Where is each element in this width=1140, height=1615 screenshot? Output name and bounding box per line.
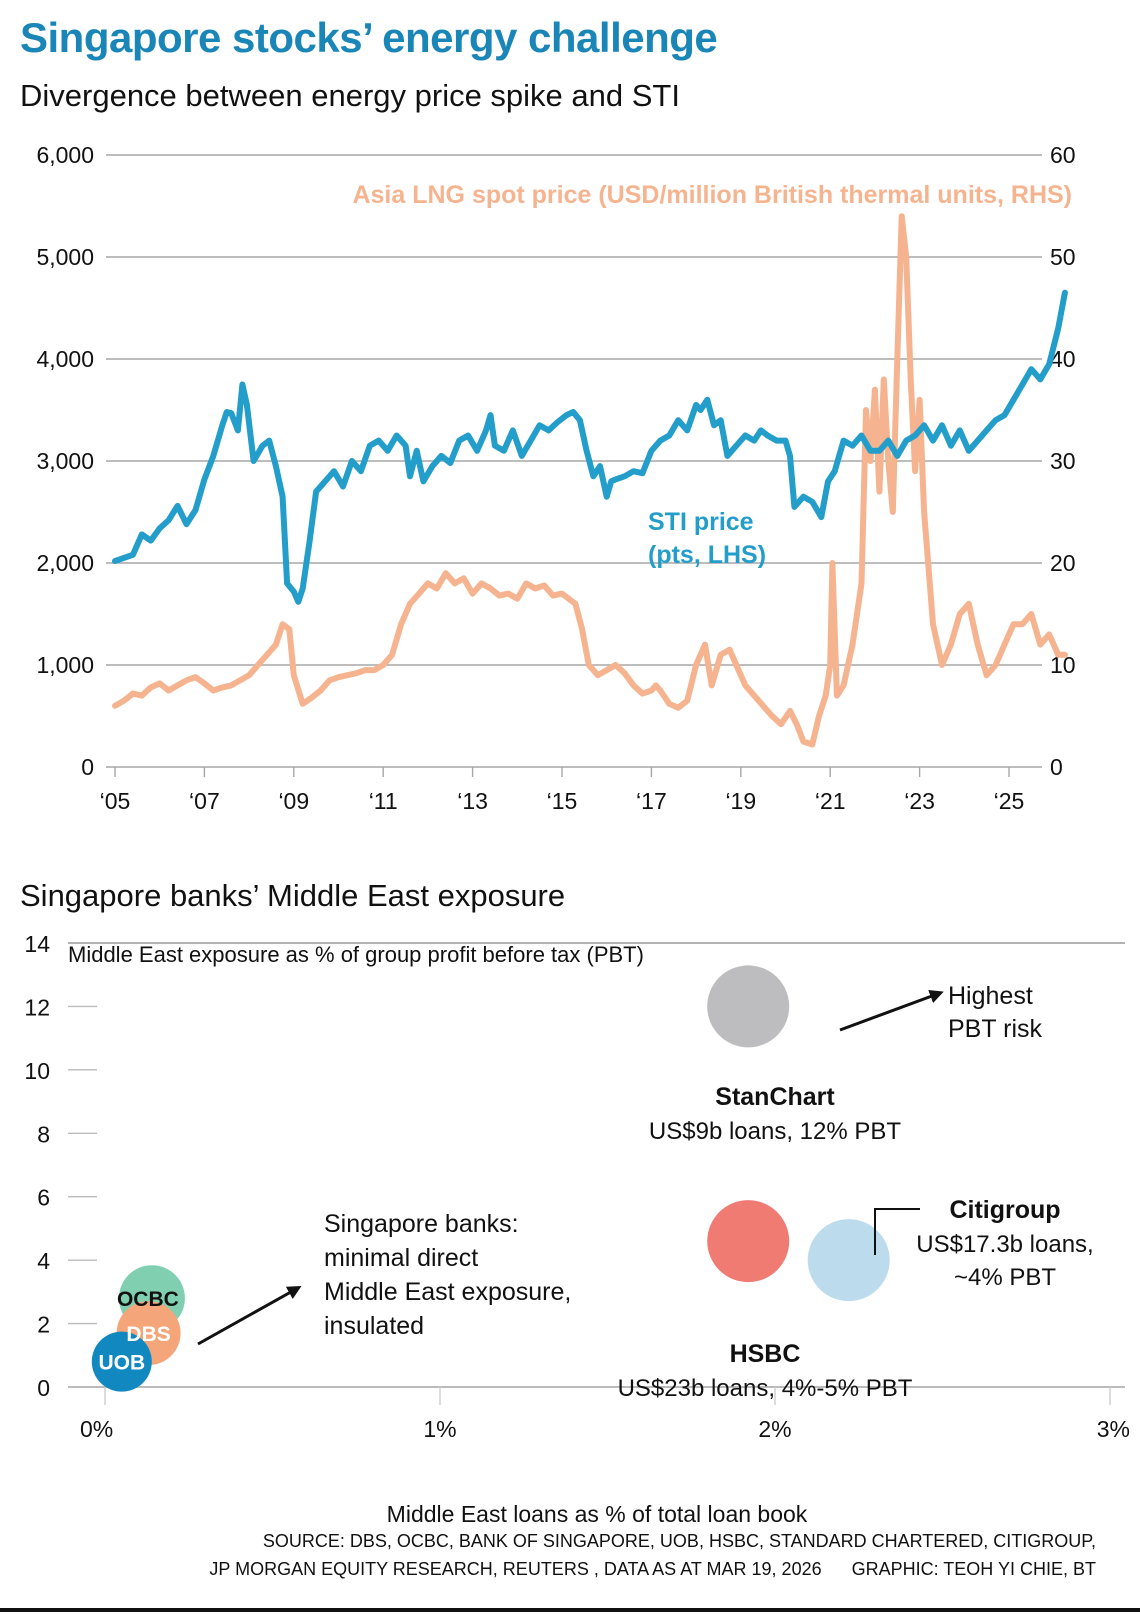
lng-series-line (112, 213, 1068, 748)
citigroup-leader-line (874, 1208, 920, 1255)
y-tick-label: 14 (24, 931, 50, 957)
source-line2: JP MORGAN EQUITY RESEARCH, REUTERS , DAT… (209, 1555, 1096, 1583)
source-note: SOURCE: DBS, OCBC, BANK OF SINGAPORE, UO… (209, 1527, 1096, 1583)
bubble-label-ocbc: OCBC (117, 1288, 179, 1311)
x-tick-label: ‘23 (904, 788, 935, 814)
y-right-tick-label: 50 (1050, 244, 1076, 270)
x-tick-label: ‘05 (100, 788, 131, 814)
sti-series-label-line2: (pts, LHS) (648, 541, 766, 569)
y-tick-label: 6 (37, 1185, 50, 1211)
chart-title: Singapore stocks’ energy challenge (20, 14, 718, 61)
x-axis-title: Middle East loans as % of total loan boo… (387, 1501, 808, 1527)
singapore-banks-note-line4: insulated (324, 1312, 424, 1340)
singapore-banks-note-line2: minimal direct (324, 1244, 478, 1272)
y-right-tick-label: 0 (1050, 754, 1063, 780)
x-tick-label: ‘11 (369, 788, 398, 814)
y-tick-label: 12 (24, 994, 50, 1020)
x-tick-label: ‘09 (278, 788, 309, 814)
singapore-banks-note-line1: Singapore banks: (324, 1210, 519, 1238)
bubble-hsbc (707, 1200, 790, 1283)
bubbles (91, 965, 890, 1392)
sti-series-label-line1: STI price (648, 508, 754, 536)
bottom-rule (0, 1608, 1140, 1612)
x-tick-label: 1% (423, 1416, 456, 1442)
stanchart-detail: US$9b loans, 12% PBT (649, 1118, 901, 1145)
y-right-tick-label: 30 (1050, 448, 1076, 474)
bubble-citigroup (807, 1219, 890, 1302)
citigroup-detail-line1: US$17.3b loans, (916, 1231, 1093, 1258)
source-line1: SOURCE: DBS, OCBC, BANK OF SINGAPORE, UO… (262, 1531, 1096, 1551)
x-axis: ‘05 ‘07 ‘09 ‘11 ‘13 ‘15 ‘17 ‘19 ‘21 ‘23 ‘25 (100, 767, 1025, 814)
y-left-tick-label: 0 (81, 754, 94, 780)
y-left-tick-label: 2,000 (36, 550, 94, 576)
y-axis-title: Middle East exposure as % of group profi… (68, 942, 644, 967)
lng-series-label: Asia LNG spot price (USD/million British… (352, 181, 1072, 209)
bubble-label-dbs: DBS (126, 1323, 170, 1346)
hsbc-detail: US$23b loans, 4%-5% PBT (618, 1375, 913, 1402)
section2-title: Singapore banks’ Middle East exposure (20, 878, 566, 913)
bubble-axes: 0 2 4 6 8 10 12 14 0% 1% 2% 3% (24, 931, 1130, 1442)
x-tick-label: ‘07 (189, 788, 220, 814)
x-tick-label: ‘25 (994, 788, 1025, 814)
y-left-tick-label: 4,000 (36, 346, 94, 372)
citigroup-detail-line2: ~4% PBT (954, 1264, 1056, 1291)
bubble-uob (91, 1331, 152, 1392)
highest-risk-label-line2: PBT risk (948, 1015, 1042, 1043)
y-right-tick-label: 20 (1050, 550, 1076, 576)
highest-risk-label-line1: Highest (948, 982, 1033, 1010)
y-tick-label: 8 (37, 1121, 50, 1147)
y-tick-label: 0 (37, 1375, 50, 1401)
stanchart-label: StanChart (715, 1083, 835, 1111)
sg-bank-labels: OCBC DBS UOB (98, 1288, 178, 1374)
y-right-tick-label: 60 (1050, 142, 1076, 168)
x-tick-label: ‘13 (457, 788, 488, 814)
singapore-banks-arrow (197, 1286, 302, 1346)
x-tick-label: 2% (758, 1416, 791, 1442)
singapore-banks-note-line3: Middle East exposure, (324, 1278, 571, 1306)
x-tick-label: 0% (80, 1416, 113, 1442)
x-tick-label: ‘19 (725, 788, 756, 814)
chart-subtitle: Divergence between energy price spike an… (20, 78, 680, 113)
graphic-credit: GRAPHIC: TEOH YI CHIE, BT (851, 1559, 1096, 1579)
y-tick-label: 4 (37, 1248, 50, 1274)
highest-risk-arrow (839, 989, 944, 1032)
x-tick-label: ‘15 (547, 788, 578, 814)
y-left-tick-label: 6,000 (36, 142, 94, 168)
sti-series-line (112, 289, 1068, 605)
hsbc-label: HSBC (730, 1340, 801, 1368)
source-line2-text: JP MORGAN EQUITY RESEARCH, REUTERS , DAT… (209, 1559, 822, 1579)
x-tick-label: ‘17 (636, 788, 667, 814)
y-axis-left: 0 1,000 2,000 3,000 4,000 5,000 6,000 (36, 142, 94, 780)
bubble-label-uob: UOB (98, 1352, 145, 1375)
y-tick-label: 10 (24, 1058, 50, 1084)
citigroup-label: Citigroup (949, 1196, 1060, 1224)
y-left-tick-label: 1,000 (36, 652, 94, 678)
y-left-tick-label: 3,000 (36, 448, 94, 474)
x-tick-label: 3% (1097, 1416, 1130, 1442)
y-tick-label: 2 (37, 1312, 50, 1338)
x-tick-label: ‘21 (815, 788, 846, 814)
bubble-stanchart (707, 965, 790, 1048)
y-left-tick-label: 5,000 (36, 244, 94, 270)
